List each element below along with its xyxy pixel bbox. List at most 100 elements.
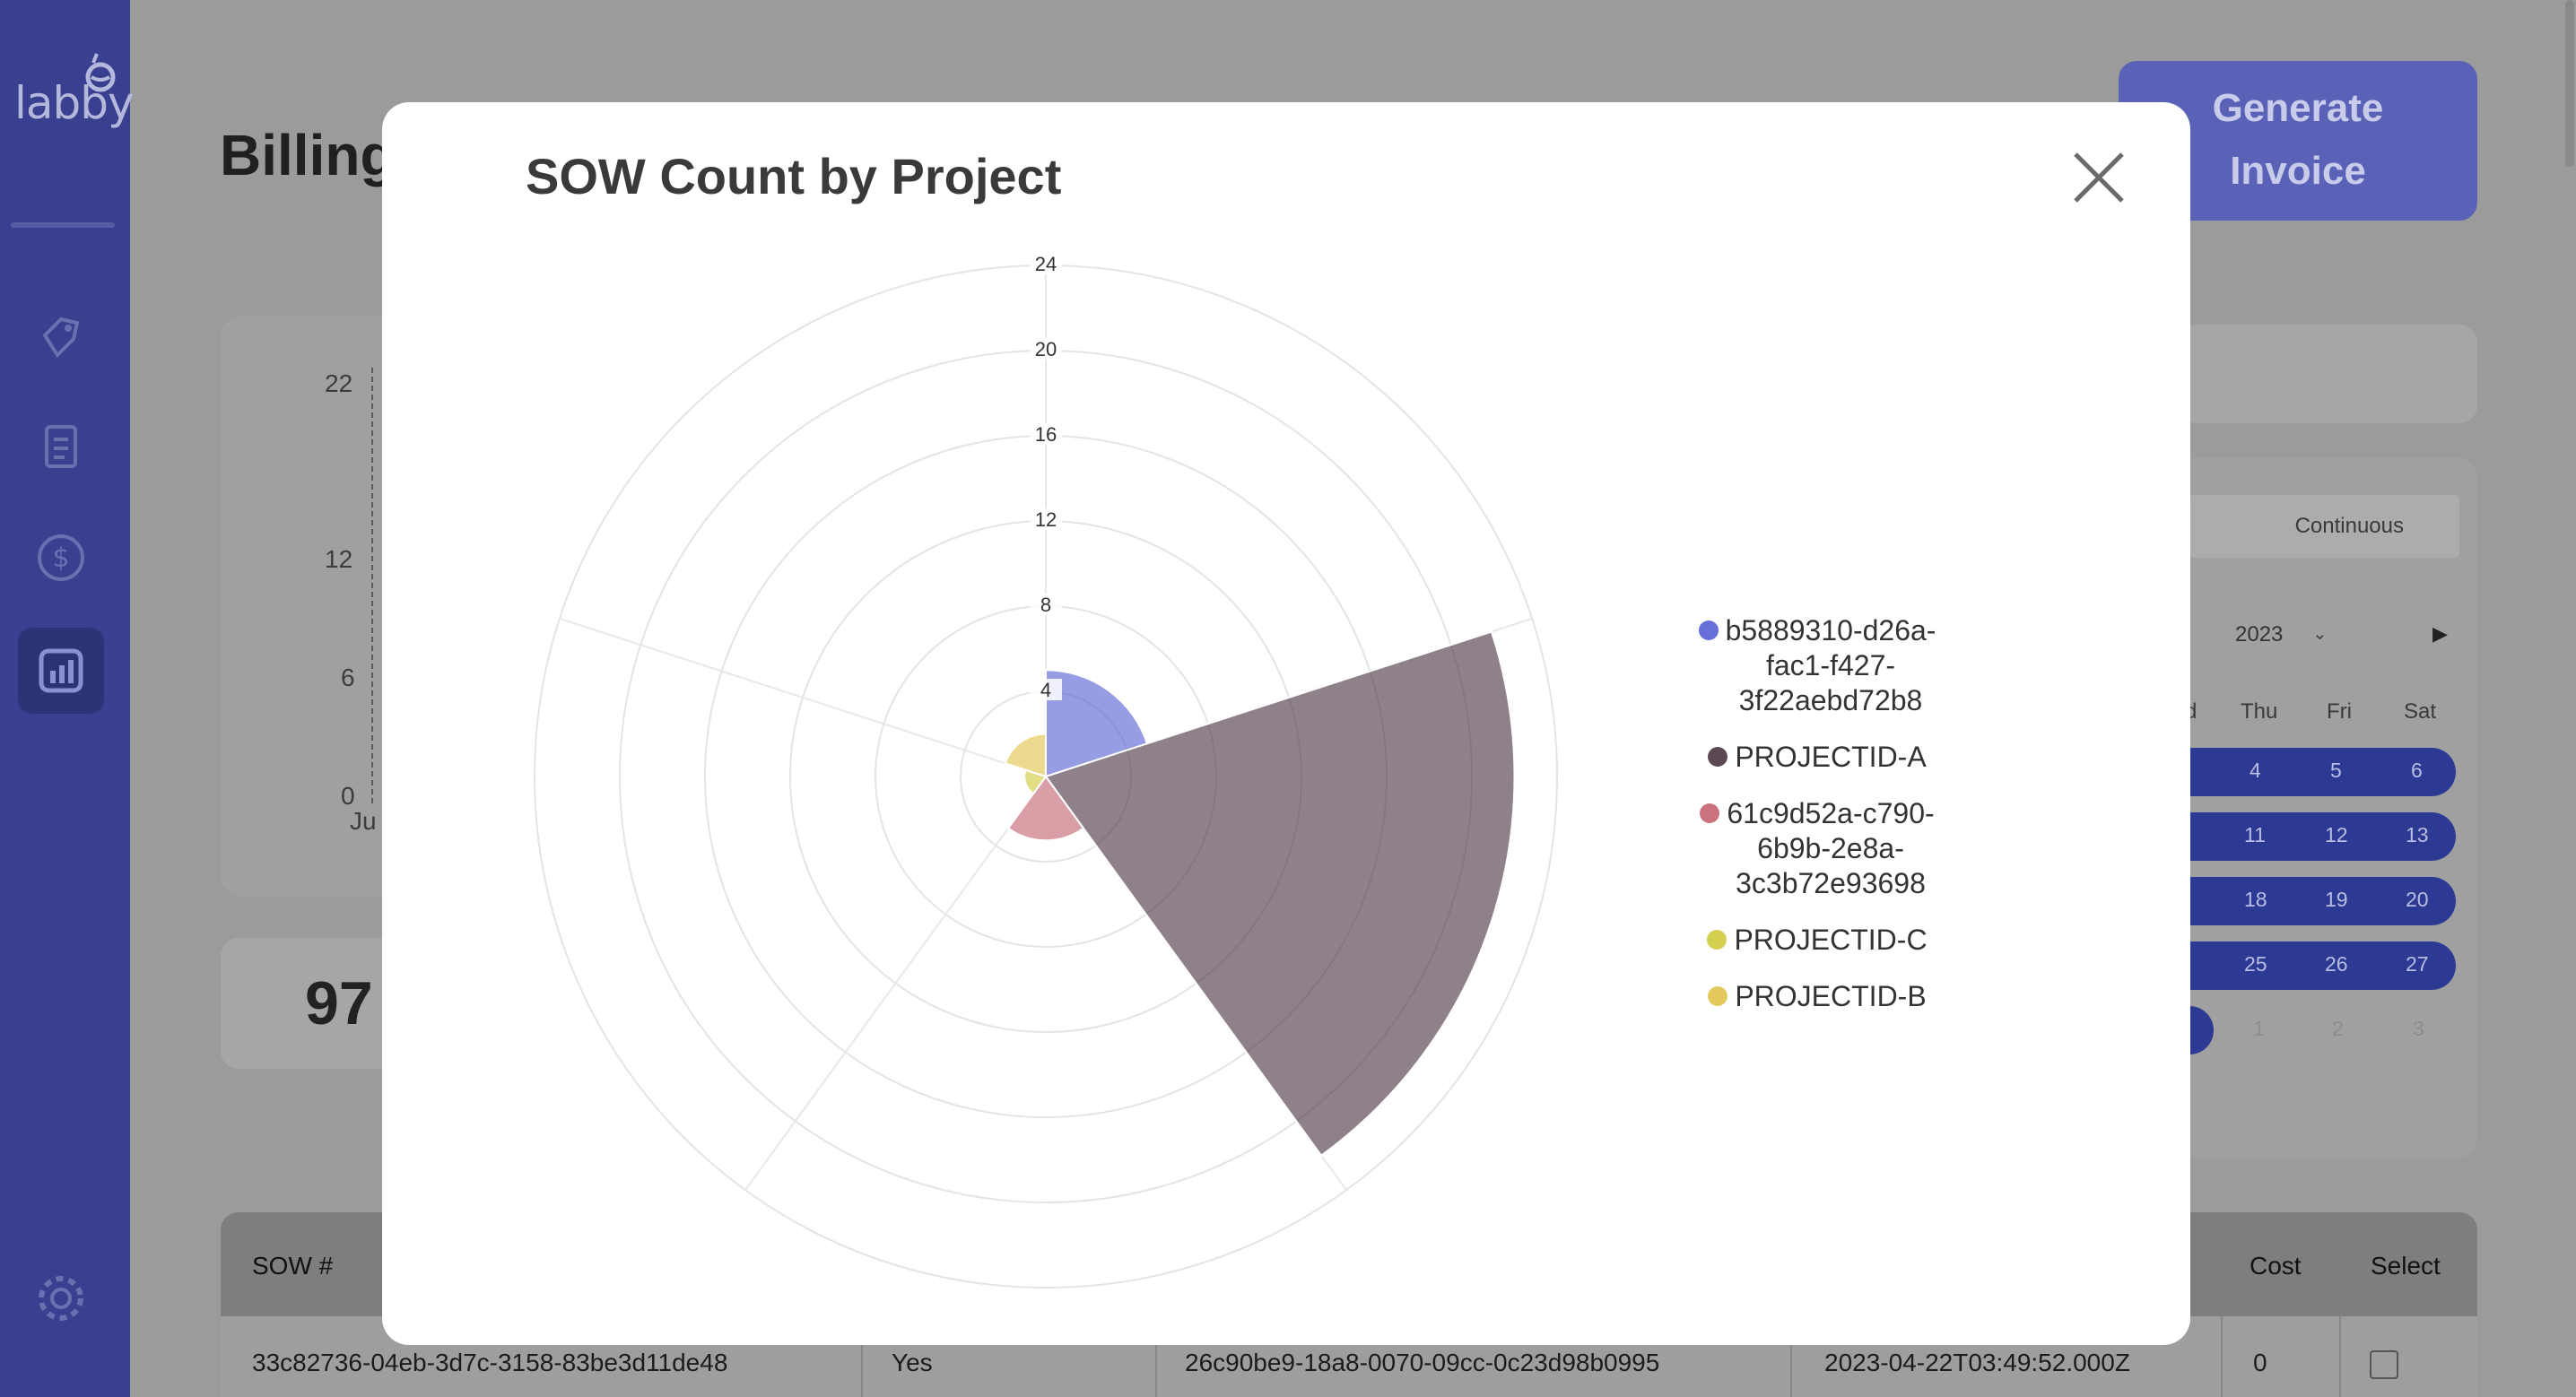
- calendar-day[interactable]: 20: [2406, 888, 2429, 911]
- calendar-week-row[interactable]: [2189, 941, 2456, 990]
- column-divider: [2339, 1316, 2341, 1397]
- sidebar-divider: [11, 222, 115, 228]
- calendar-day[interactable]: 27: [2406, 952, 2429, 976]
- select-checkbox[interactable]: [2370, 1350, 2398, 1379]
- r-tick-label: 12: [1035, 508, 1057, 531]
- legend-label: b5889310-d26a-fac1-f427- 3f22aebd72b8: [1726, 613, 1936, 718]
- ticket-icon[interactable]: [18, 292, 104, 378]
- polar-segment: [1006, 775, 1085, 842]
- legend-swatch: [1707, 930, 1727, 950]
- calendar-day[interactable]: 19: [2325, 888, 2348, 911]
- calendar-day[interactable]: 26: [2325, 952, 2348, 976]
- calendar-week-row[interactable]: [2189, 748, 2456, 796]
- calendar-week-row[interactable]: [2189, 877, 2456, 925]
- column-divider: [2221, 1316, 2223, 1397]
- cell-cost: 0: [2253, 1349, 2267, 1376]
- tick-label-bg: [1030, 253, 1062, 274]
- legend-label-line: 61c9d52a-c790-: [1727, 797, 1935, 829]
- column-header-cost[interactable]: Cost: [2250, 1252, 2302, 1280]
- polar-area-chart: 4 8 12 16 20 24: [534, 253, 1558, 1289]
- column-divider: [861, 1316, 863, 1397]
- legend-item[interactable]: PROJECTID-C: [1638, 923, 1997, 958]
- legend-item[interactable]: 61c9d52a-c790- 6b9b-2e8a- 3c3b72e93698: [1638, 796, 1997, 901]
- legend-label-line: 3c3b72e93698: [1736, 867, 1926, 899]
- page-title: Billing: [220, 123, 396, 187]
- next-month-icon[interactable]: ▶: [2432, 622, 2448, 645]
- chart-modal: SOW Count by Project 4 8 12 16 20 24 b5889310…: [382, 102, 2190, 1345]
- tab-continuous[interactable]: Continuous: [2189, 495, 2459, 558]
- x-tick: Ju: [350, 807, 377, 835]
- calendar-day[interactable]: 6: [2411, 759, 2423, 782]
- legend-label: 61c9d52a-c790- 6b9b-2e8a- 3c3b72e93698: [1727, 796, 1934, 901]
- column-header-sow[interactable]: SOW #: [252, 1252, 334, 1280]
- polar-segment: [1045, 669, 1149, 778]
- column-divider: [1790, 1316, 1792, 1397]
- legend-swatch: [1698, 620, 1719, 640]
- calendar-week-row[interactable]: [2189, 812, 2456, 861]
- grid-spoke: [744, 776, 1047, 1191]
- legend-label: PROJECTID-B: [1735, 979, 1926, 1014]
- labby-logo[interactable]: labby: [13, 50, 135, 131]
- legend-label-line: 6b9b-2e8a-: [1757, 832, 1904, 864]
- tick-label-bg: [1030, 679, 1062, 700]
- tick-label-bg: [1030, 508, 1062, 530]
- calendar-card: [2180, 457, 2477, 1158]
- r-tick-label: 20: [1035, 338, 1057, 360]
- legend-label: PROJECTID-C: [1734, 923, 1927, 958]
- tick-label-bg: [1030, 594, 1062, 615]
- svg-text:$: $: [52, 542, 69, 574]
- legend-item[interactable]: b5889310-d26a-fac1-f427- 3f22aebd72b8: [1638, 613, 1997, 718]
- r-tick-label: 16: [1035, 423, 1057, 446]
- scrollbar[interactable]: [2565, 0, 2574, 167]
- day-of-week: Thu: [2241, 699, 2278, 724]
- legend-label-line: PROJECTID-C: [1734, 924, 1928, 956]
- r-tick-label: 4: [1040, 679, 1051, 701]
- modal-title: SOW Count by Project: [526, 148, 1062, 204]
- y-tick: 12: [325, 545, 353, 573]
- cell-date: 2023-04-22T03:49:52.000Z: [1824, 1349, 2130, 1376]
- cell-project: 26c90be9-18a8-0070-09cc-0c23d98b0995: [1185, 1349, 1660, 1376]
- calendar-day[interactable]: 2: [2332, 1017, 2344, 1040]
- y-tick: 22: [325, 369, 353, 397]
- calendar-day[interactable]: 18: [2244, 888, 2267, 911]
- analytics-icon[interactable]: [18, 628, 104, 714]
- close-icon[interactable]: [2061, 140, 2137, 215]
- tick-label-bg: [1030, 423, 1062, 445]
- stat-value: 97: [305, 969, 373, 1037]
- year-select[interactable]: 2023: [2235, 622, 2284, 646]
- chart-legend: b5889310-d26a-fac1-f427- 3f22aebd72b8 PROJ…: [1638, 613, 1997, 1036]
- grid-spoke: [559, 617, 1047, 777]
- column-header-select[interactable]: Select: [2371, 1252, 2441, 1280]
- document-icon[interactable]: [18, 403, 104, 490]
- calendar-day[interactable]: 1: [2253, 1017, 2265, 1040]
- legend-swatch: [1700, 803, 1720, 823]
- legend-label-line: PROJECTID-B: [1735, 980, 1927, 1012]
- r-tick-label: 8: [1040, 594, 1051, 616]
- legend-label-line: b5889310-d26a-: [1725, 614, 1936, 646]
- calendar-day[interactable]: 4: [2250, 759, 2261, 782]
- dollar-icon[interactable]: $: [18, 515, 104, 601]
- chevron-down-icon[interactable]: ⌄: [2312, 624, 2328, 644]
- calendar-day[interactable]: 25: [2244, 952, 2267, 976]
- r-tick-label: 24: [1035, 253, 1057, 275]
- column-divider: [1155, 1316, 1157, 1397]
- legend-label-line: PROJECTID-A: [1735, 741, 1927, 773]
- chart-axis: [371, 368, 373, 803]
- legend-swatch: [1708, 986, 1728, 1006]
- legend-item[interactable]: PROJECTID-A: [1638, 740, 1997, 775]
- calendar-day[interactable]: 13: [2406, 823, 2429, 846]
- polar-segment: [1004, 733, 1047, 778]
- calendar-day[interactable]: 5: [2330, 759, 2342, 782]
- cell-sow: 33c82736-04eb-3d7c-3158-83be3d11de48: [252, 1349, 728, 1376]
- legend-label: PROJECTID-A: [1735, 740, 1926, 775]
- y-tick: 6: [341, 664, 355, 691]
- calendar-day[interactable]: 3: [2413, 1017, 2424, 1040]
- legend-label-line: fac1-f427-: [1765, 649, 1896, 681]
- calendar-day[interactable]: 12: [2325, 823, 2348, 846]
- calendar-day[interactable]: 11: [2244, 823, 2266, 846]
- legend-item[interactable]: PROJECTID-B: [1638, 979, 1997, 1014]
- day-of-week: Fri: [2327, 699, 2352, 724]
- gear-icon[interactable]: [18, 1255, 104, 1341]
- search-bar[interactable]: [2180, 325, 2477, 423]
- sidebar: labby $: [0, 0, 135, 1397]
